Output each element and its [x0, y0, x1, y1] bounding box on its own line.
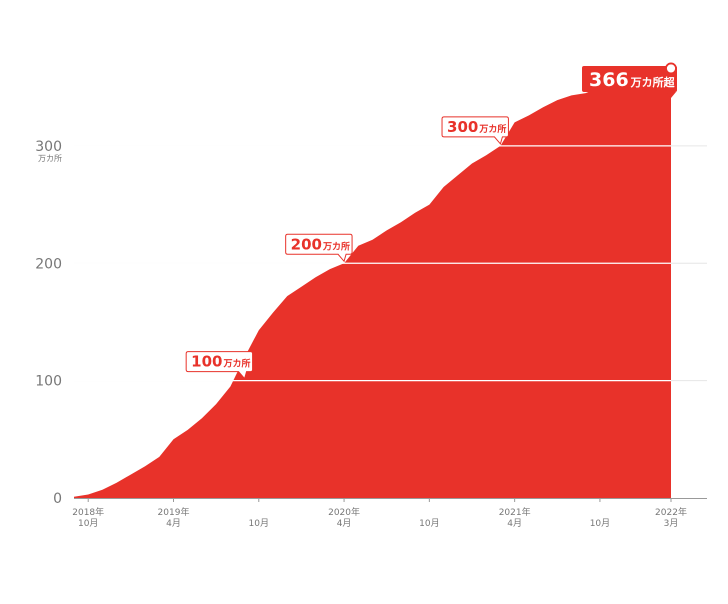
final-callout-box — [582, 66, 677, 92]
area-series — [74, 68, 671, 499]
y-tick-label: 200 — [35, 256, 62, 272]
x-tick-label-month: 3月 — [664, 518, 679, 529]
x-tick-label-year: 2020年 — [328, 506, 360, 518]
x-tick-label-month: 4月 — [337, 518, 352, 529]
callout-suffix: 万カ所 — [222, 358, 250, 370]
x-tick-label-month: 4月 — [507, 518, 522, 529]
x-tick-label-year: 2019年 — [158, 506, 190, 518]
milestone-callout: 200万カ所 — [285, 233, 353, 263]
final-callout-pointer — [666, 92, 676, 98]
y-axis-unit: 万カ所 — [38, 153, 62, 163]
x-tick-label-month: 10月 — [249, 518, 269, 529]
final-callout-number: 366 — [589, 69, 629, 91]
x-tick-label-year: 2022年 — [655, 506, 687, 518]
callout-label: 100万カ所 — [191, 353, 250, 371]
final-callout-suffix: 万カ所超 — [630, 75, 676, 89]
callout-bubble — [441, 116, 509, 145]
y-tick-label: 0 — [53, 491, 62, 507]
plot-area — [74, 68, 671, 499]
x-tick-label-month: 10月 — [78, 518, 98, 529]
y-tick-label: 100 — [35, 374, 62, 390]
callout-number: 300 — [447, 118, 478, 136]
callout-label: 200万カ所 — [291, 235, 350, 253]
final-point-marker — [665, 62, 677, 75]
y-tick-label: 300 — [35, 139, 62, 155]
gridlines-over-area — [74, 145, 671, 382]
callout-number: 100 — [191, 353, 222, 371]
x-tick-label-year: 2018年 — [72, 506, 104, 518]
final-callout-label: 366 万カ所超 — [589, 69, 676, 91]
x-tick-label-month: 10月 — [590, 518, 610, 529]
callout-bubble — [285, 233, 353, 263]
x-tick-label-month: 4月 — [166, 518, 181, 529]
x-tick-label-month: 10月 — [419, 518, 439, 529]
milestone-callout: 100万カ所 — [185, 351, 254, 380]
x-tick-label-year: 2021年 — [499, 506, 531, 518]
callout-number: 200 — [291, 235, 322, 253]
callout-suffix: 万カ所 — [478, 123, 506, 135]
milestone-callout: 300万カ所 — [441, 116, 509, 145]
callout-bubble — [185, 351, 254, 380]
final-total-callout: 366 万カ所超 — [582, 62, 677, 98]
callout-suffix: 万カ所 — [322, 240, 350, 252]
callout-label: 300万カ所 — [447, 118, 506, 136]
